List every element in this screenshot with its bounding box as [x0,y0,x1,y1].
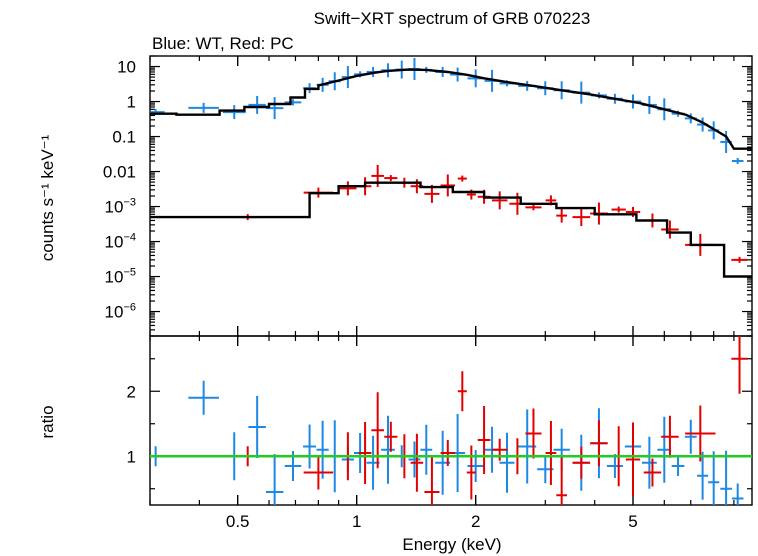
ratio-frame [149,335,753,506]
y-tick-label-spectrum: 0.01 [103,163,136,182]
x-tick-label: 1 [352,512,361,531]
y-tick-label-spectrum: 10−4 [105,232,136,252]
y-tick-label-spectrum: 1 [127,93,136,112]
spectrum-data [150,58,752,278]
ratio-data [150,336,752,505]
y-tick-label-spectrum: 10−3 [105,197,136,217]
ratio-panel: 0.5 1 2 5 1 2 [127,335,753,531]
x-axis-label: Energy (keV) [402,535,501,554]
y-tick-label-spectrum: 10−6 [105,302,136,322]
y-axis-label-ratio: ratio [38,405,57,438]
x-tick-label: 2 [471,512,480,531]
y-tick-label-spectrum: 0.1 [112,128,136,147]
chart-title: Swift−XRT spectrum of GRB 070223 [314,9,591,28]
y-tick-label-spectrum: 10 [117,58,136,77]
y-tick-label-spectrum: 10−5 [105,267,136,287]
x-tick-label: 5 [628,512,637,531]
chart-subtitle: Blue: WT, Red: PC [152,34,294,53]
spectrum-panel: 10 1 0.1 0.01 10−3 10−4 10−5 10−6 [103,55,753,505]
y-axis-label-spectrum: counts s⁻¹ keV⁻¹ [38,134,57,261]
spectrum-frame [149,55,753,337]
x-tick-label: 0.5 [226,512,250,531]
model-line [150,181,752,278]
y-tick-label-ratio: 1 [127,447,136,466]
y-tick-label-ratio: 2 [127,382,136,401]
model-line [150,68,752,150]
